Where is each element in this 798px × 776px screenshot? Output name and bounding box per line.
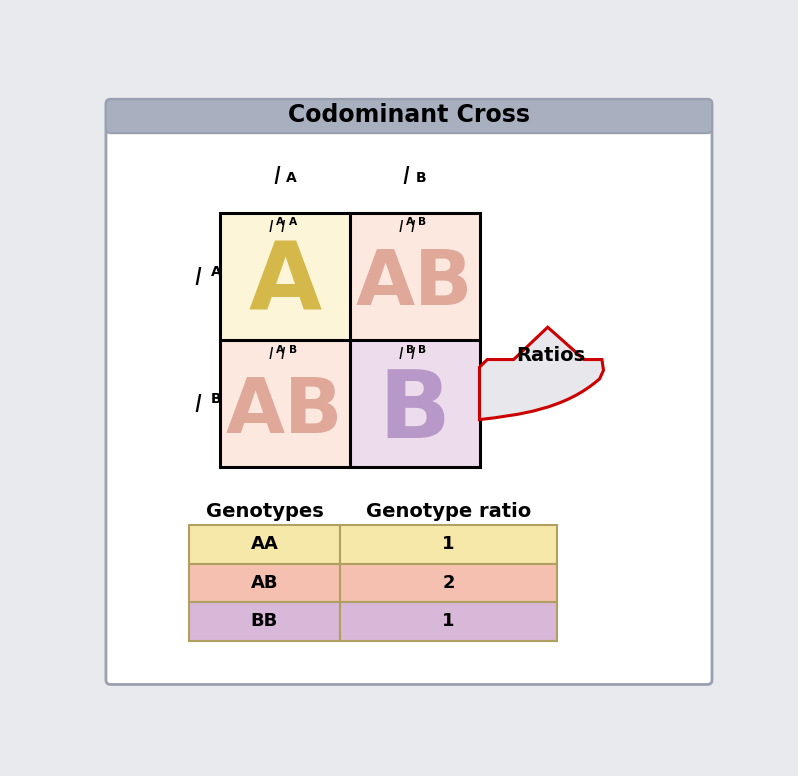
Text: 1: 1 <box>442 612 455 630</box>
Text: A: A <box>276 345 285 355</box>
Text: Codominant Cross: Codominant Cross <box>288 102 530 126</box>
Text: $\it{I}$: $\it{I}$ <box>280 219 286 235</box>
Text: B: B <box>418 217 427 227</box>
Text: AB: AB <box>356 248 473 321</box>
Text: A: A <box>289 217 297 227</box>
FancyBboxPatch shape <box>106 99 712 684</box>
Bar <box>340 602 557 641</box>
PathPatch shape <box>480 327 603 420</box>
Text: $\it{I}$: $\it{I}$ <box>273 165 281 189</box>
Bar <box>111 116 707 129</box>
Text: $\it{I}$: $\it{I}$ <box>195 393 203 417</box>
Bar <box>220 341 350 467</box>
Text: Ratios: Ratios <box>516 346 586 365</box>
Text: $\it{I}$: $\it{I}$ <box>402 165 411 189</box>
Text: B: B <box>416 171 427 185</box>
Text: $\it{I}$: $\it{I}$ <box>268 219 274 235</box>
Text: A: A <box>248 238 322 331</box>
Text: Genotype ratio: Genotype ratio <box>365 502 531 521</box>
Text: $\it{I}$: $\it{I}$ <box>410 346 416 362</box>
Bar <box>189 525 340 563</box>
Text: 1: 1 <box>442 535 455 553</box>
Bar <box>189 602 340 641</box>
Bar <box>350 341 480 467</box>
Text: $\it{I}$: $\it{I}$ <box>268 346 274 362</box>
Text: A: A <box>286 171 297 185</box>
Text: AB: AB <box>226 375 343 449</box>
Bar <box>220 213 480 467</box>
Text: $\it{I}$: $\it{I}$ <box>397 346 404 362</box>
Text: AA: AA <box>251 535 279 553</box>
Bar <box>189 563 340 602</box>
Bar <box>340 525 557 563</box>
Text: A: A <box>276 217 285 227</box>
Bar <box>340 563 557 602</box>
Text: Genotypes: Genotypes <box>206 502 323 521</box>
Bar <box>350 213 480 341</box>
Text: B: B <box>406 345 414 355</box>
Text: AB: AB <box>251 573 279 592</box>
Text: BB: BB <box>251 612 278 630</box>
Text: B: B <box>289 345 297 355</box>
Text: A: A <box>406 217 414 227</box>
Text: B: B <box>378 365 451 458</box>
Bar <box>220 213 350 341</box>
Text: B: B <box>418 345 427 355</box>
Text: 2: 2 <box>442 573 455 592</box>
Text: $\it{I}$: $\it{I}$ <box>195 266 203 290</box>
FancyBboxPatch shape <box>106 99 712 133</box>
Text: B: B <box>211 392 221 406</box>
Text: $\it{I}$: $\it{I}$ <box>280 346 286 362</box>
Text: $\it{I}$: $\it{I}$ <box>397 219 404 235</box>
Text: A: A <box>211 265 221 279</box>
Text: $\it{I}$: $\it{I}$ <box>410 219 416 235</box>
